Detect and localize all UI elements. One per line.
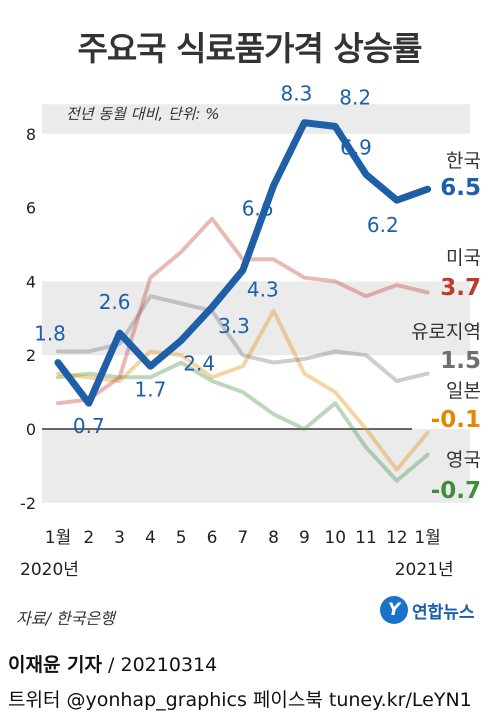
grid-band-2: [42, 429, 470, 503]
legend-name-2: 유로지역: [411, 321, 481, 343]
legend-value-3: -0.1: [431, 407, 481, 433]
y-tick-label-1: 0: [26, 420, 36, 439]
legend: 한국 6.5 미국 3.7 유로지역 1.5 일본 -0.1 영국 -0.7: [411, 150, 481, 504]
data-label-5: 3.3: [218, 314, 250, 338]
data-label-4: 2.4: [183, 351, 215, 375]
yonhap-logo-icon: Y: [380, 596, 408, 624]
y-axis-tick-labels: -2 0 2 4 6 8: [20, 125, 36, 513]
x-tick-label-5: 6: [207, 528, 218, 548]
yonhap-logo: Y 연합뉴스: [380, 596, 475, 624]
data-label-8: 8.3: [280, 82, 312, 106]
y-tick-label-4: 6: [26, 199, 36, 218]
grid-bands: [42, 104, 470, 503]
data-label-9: 8.2: [339, 85, 371, 109]
chart-subtitle: 전년 동월 대비, 단위: %: [66, 105, 220, 123]
y-tick-label-5: 8: [26, 125, 36, 144]
data-label-10: 6.9: [340, 135, 372, 159]
legend-value-1: 3.7: [440, 275, 481, 301]
legend-name-1: 미국: [446, 247, 481, 269]
reporter-name: 이재윤 기자: [8, 654, 103, 676]
x-tick-label-9: 10: [324, 528, 346, 548]
y-tick-label-0: -2: [20, 494, 36, 513]
legend-name-3: 일본: [446, 380, 481, 402]
legend-value-4: -0.7: [431, 478, 481, 504]
series-line-4: [56, 360, 430, 483]
series-line-0: [54, 119, 432, 407]
byline: 이재윤 기자 / 20210314: [8, 650, 217, 677]
publish-date: / 20210314: [102, 654, 218, 676]
x-tick-label-1: 2: [83, 528, 94, 548]
x-tick-label-4: 5: [176, 528, 187, 548]
social-links: 트위터 @yonhap_graphics 페이스북 tuney.kr/LeYN1: [8, 689, 472, 711]
year-label-1: 2021년: [395, 560, 454, 580]
x-tick-label-7: 8: [268, 528, 279, 548]
x-tick-label-12: 1월: [414, 528, 440, 548]
chart-title: 주요국 식료품가격 상승률: [77, 29, 423, 68]
series-line-3: [56, 308, 430, 472]
data-label-11: 6.2: [367, 213, 399, 237]
data-label-7: 6.6: [242, 196, 274, 220]
year-label-0: 2020년: [20, 560, 79, 580]
y-tick-label-2: 2: [26, 346, 36, 365]
logo-text: 연합뉴스: [412, 602, 475, 623]
x-tick-label-8: 9: [299, 528, 310, 548]
grid-band-0: [42, 104, 470, 134]
series-line-1: [56, 216, 430, 406]
data-label-6: 4.3: [247, 277, 279, 301]
x-axis-tick-labels: 1월 2 3 4 5 6 7 8 9 10 11 12 1월 2020년 2021년: [20, 528, 454, 580]
series-line-2: [56, 294, 430, 383]
legend-value-2: 1.5: [440, 348, 481, 374]
data-label-0: 1.8: [34, 322, 66, 346]
x-tick-label-2: 3: [114, 528, 125, 548]
data-label-1: 0.7: [73, 414, 105, 438]
x-tick-label-3: 4: [145, 528, 156, 548]
legend-value-0: 6.5: [440, 175, 481, 201]
series-lines: [54, 119, 432, 483]
legend-name-0: 한국: [446, 150, 481, 172]
data-labels: 1.8 0.7 2.6 1.7 2.43.3 4.3 6.6 8.3 8.2 6.9 6.2: [34, 82, 399, 438]
x-tick-label-6: 7: [237, 528, 248, 548]
x-tick-label-10: 11: [355, 528, 377, 548]
x-tick-label-11: 12: [386, 528, 408, 548]
x-tick-label-0: 1월: [45, 528, 71, 548]
data-label-3: 1.7: [134, 377, 166, 401]
source-note: 자료/ 한국은행: [16, 609, 115, 628]
legend-name-4: 영국: [446, 449, 481, 471]
y-tick-label-3: 4: [26, 272, 36, 291]
data-label-2: 2.6: [99, 290, 131, 314]
